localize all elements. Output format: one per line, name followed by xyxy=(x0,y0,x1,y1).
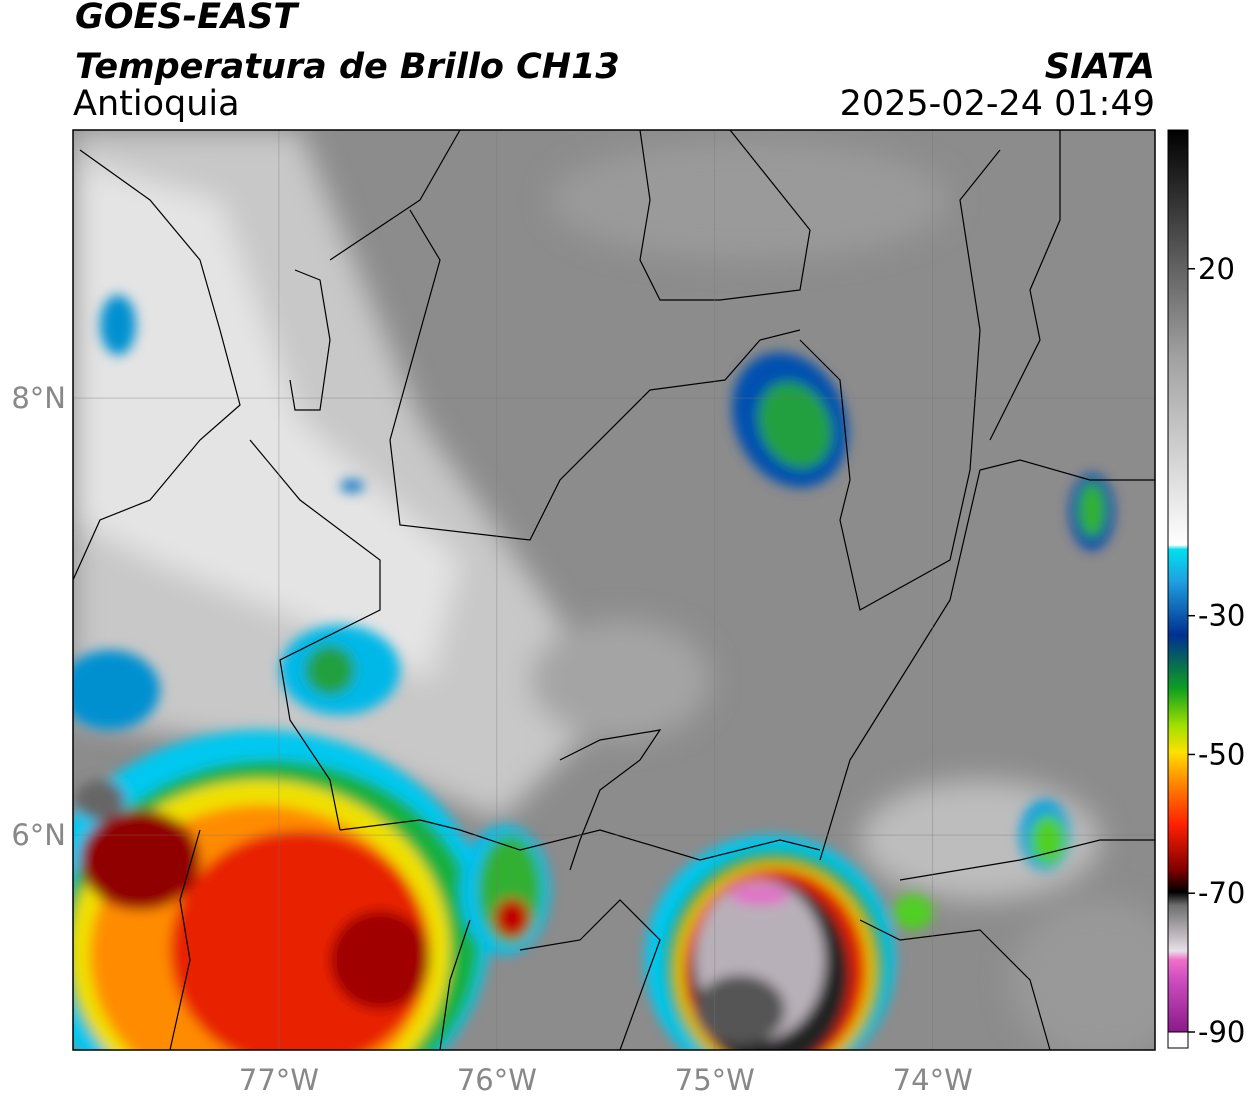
y-tick-label: 8°N xyxy=(11,381,66,415)
source-title: SIATA xyxy=(1045,47,1155,87)
datetime-title: 2025-02-24 01:49 xyxy=(840,84,1155,124)
region-title: Antioquia xyxy=(73,84,240,124)
map-frame xyxy=(72,129,1156,1051)
x-tick-label: 75°W xyxy=(675,1063,755,1097)
graticule xyxy=(73,130,1155,1050)
satellite-title: GOES-EAST xyxy=(75,0,300,37)
colorbar-under xyxy=(1167,1031,1189,1049)
colorbar-tick-label: 20 xyxy=(1198,252,1235,286)
x-tick-label: 77°W xyxy=(239,1063,319,1097)
x-tick-label: 74°W xyxy=(893,1063,973,1097)
colorbar-tick-label: -90 xyxy=(1198,1015,1245,1049)
product-title: Temperatura de Brillo CH13 xyxy=(75,47,620,87)
colorbar-tick-label: -70 xyxy=(1198,876,1245,910)
y-tick-label: 6°N xyxy=(11,818,66,852)
colorbar-tick-label: -50 xyxy=(1198,737,1245,771)
x-tick-label: 76°W xyxy=(457,1063,537,1097)
colorbar xyxy=(1167,129,1189,1033)
colorbar-tick-label: -30 xyxy=(1198,599,1245,633)
satellite-image xyxy=(73,130,1155,1050)
